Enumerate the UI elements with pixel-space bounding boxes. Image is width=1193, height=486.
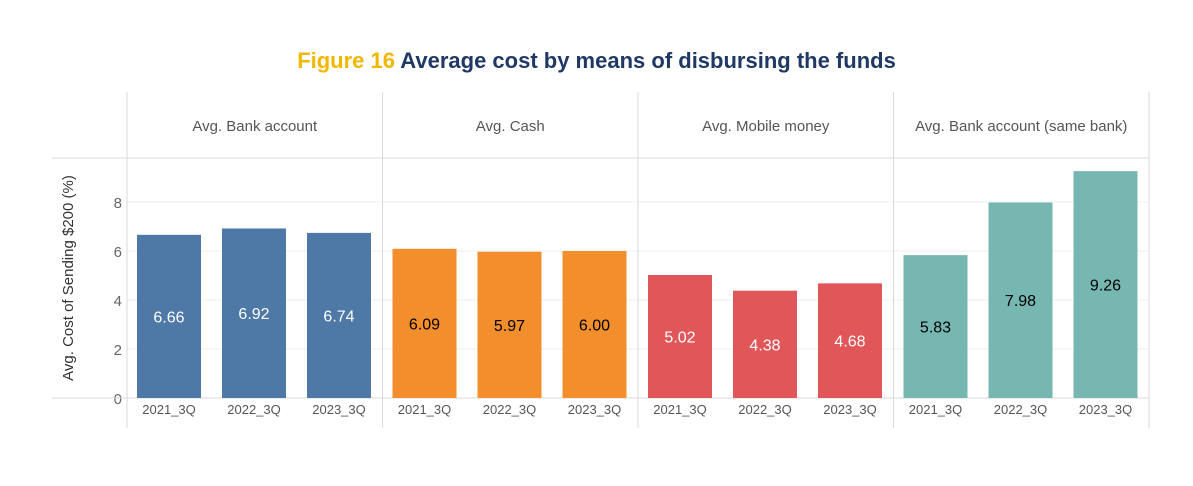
bar bbox=[648, 275, 712, 398]
data-label: 4.68 bbox=[834, 334, 865, 351]
bar bbox=[903, 255, 968, 398]
x-tick-label: 2023_3Q bbox=[823, 402, 877, 417]
x-tick-label: 2022_3Q bbox=[483, 402, 537, 417]
x-tick-label: 2021_3Q bbox=[142, 402, 196, 417]
panel-header: Avg. Bank account bbox=[192, 118, 318, 135]
y-axis-label: Avg. Cost of Sending $200 (%) bbox=[60, 175, 77, 381]
x-tick-label: 2022_3Q bbox=[994, 402, 1048, 417]
x-tick-label: 2022_3Q bbox=[738, 402, 792, 417]
x-tick-label: 2021_3Q bbox=[653, 402, 707, 417]
chart-title: Figure 16 Average cost by means of disbu… bbox=[0, 48, 1193, 74]
bar bbox=[477, 251, 542, 398]
data-label: 7.98 bbox=[1005, 293, 1036, 310]
data-label: 6.00 bbox=[579, 318, 610, 335]
bar bbox=[392, 248, 457, 398]
x-tick-label: 2021_3Q bbox=[398, 402, 452, 417]
x-tick-label: 2023_3Q bbox=[568, 402, 622, 417]
bar bbox=[222, 228, 286, 398]
y-tick-label: 0 bbox=[114, 391, 122, 408]
data-label: 4.38 bbox=[749, 337, 780, 354]
data-label: 6.74 bbox=[323, 308, 354, 325]
data-label: 6.09 bbox=[409, 316, 440, 333]
bar bbox=[137, 234, 201, 398]
data-label: 5.02 bbox=[664, 330, 695, 347]
bar bbox=[988, 202, 1053, 398]
y-tick-label: 6 bbox=[114, 244, 122, 261]
data-label: 6.92 bbox=[238, 306, 269, 323]
panel-header: Avg. Cash bbox=[476, 118, 545, 135]
figure-title: Average cost by means of disbursing the … bbox=[400, 48, 896, 73]
bar bbox=[818, 283, 882, 398]
panel-header: Avg. Mobile money bbox=[702, 118, 830, 135]
figure-number: Figure 16 bbox=[297, 48, 395, 73]
data-label: 6.66 bbox=[153, 309, 184, 326]
x-tick-label: 2023_3Q bbox=[1079, 402, 1133, 417]
x-tick-label: 2022_3Q bbox=[227, 402, 281, 417]
x-tick-label: 2021_3Q bbox=[909, 402, 963, 417]
y-tick-label: 8 bbox=[114, 195, 122, 212]
data-label: 9.26 bbox=[1090, 278, 1121, 295]
y-tick-label: 4 bbox=[114, 293, 122, 310]
x-tick-label: 2023_3Q bbox=[312, 402, 366, 417]
data-label: 5.83 bbox=[920, 320, 951, 337]
bar bbox=[562, 251, 627, 398]
bar bbox=[1073, 171, 1138, 398]
y-tick-label: 2 bbox=[114, 342, 122, 359]
bar bbox=[307, 232, 371, 398]
data-label: 5.97 bbox=[494, 318, 525, 335]
bar bbox=[733, 290, 797, 398]
panel-header: Avg. Bank account (same bank) bbox=[915, 118, 1127, 135]
